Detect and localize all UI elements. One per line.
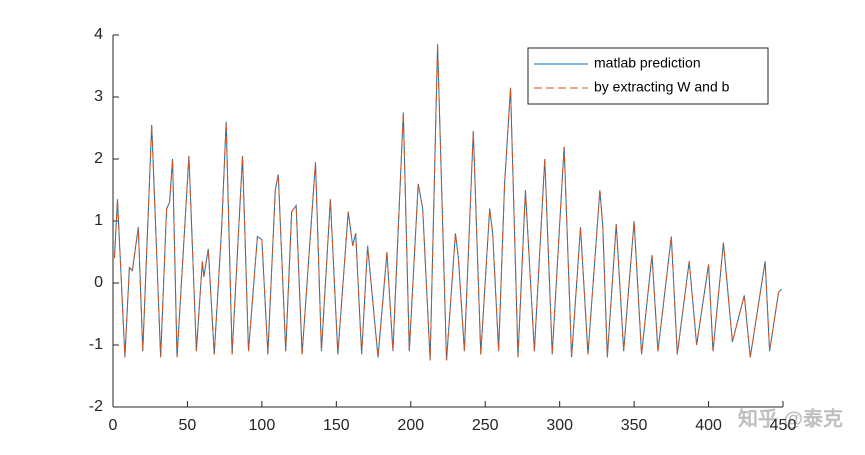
y-tick-label: -1 xyxy=(89,336,103,353)
line-series xyxy=(113,44,782,361)
x-tick-label: 0 xyxy=(109,417,118,434)
x-tick-label: 200 xyxy=(397,417,424,434)
x-tick-label: 300 xyxy=(546,417,573,434)
y-tick-label: 0 xyxy=(94,274,103,291)
x-tick-label: 50 xyxy=(179,417,197,434)
y-tick-label: 2 xyxy=(94,150,103,167)
x-tick-label: 450 xyxy=(770,417,797,434)
legend-label: matlab prediction xyxy=(594,55,701,71)
x-tick-label: 350 xyxy=(621,417,648,434)
y-tick-label: 1 xyxy=(94,212,103,229)
y-tick-label: 4 xyxy=(94,26,103,43)
x-tick-label: 100 xyxy=(249,417,276,434)
x-tick-label: 150 xyxy=(323,417,350,434)
y-tick-label: 3 xyxy=(94,88,103,105)
watermark: 知乎 @泰克 xyxy=(738,406,843,430)
legend-box xyxy=(527,47,769,105)
x-tick-label: 250 xyxy=(472,417,499,434)
y-tick-label: -2 xyxy=(89,398,103,415)
legend-label: by extracting W and b xyxy=(594,79,730,95)
x-tick-label: 400 xyxy=(695,417,722,434)
